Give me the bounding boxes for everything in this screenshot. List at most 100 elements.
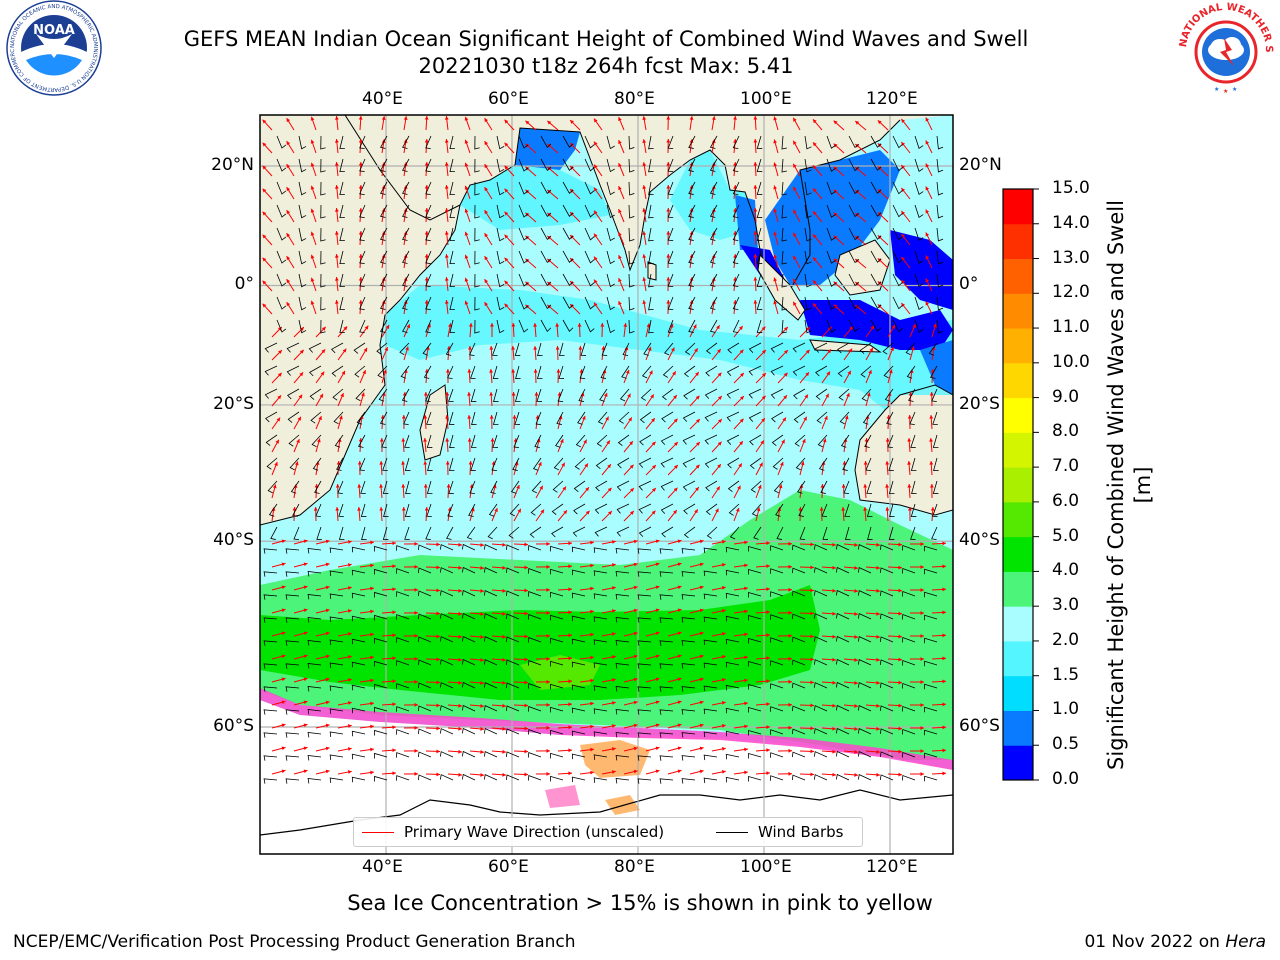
wind-barb <box>540 181 552 195</box>
wave-arrow-head <box>392 541 396 546</box>
wave-arrow-head <box>347 770 352 774</box>
wind-barb <box>584 181 595 195</box>
wave-arrow-head <box>444 139 449 143</box>
wave-arrow-head <box>414 702 418 707</box>
wind-barb <box>381 434 388 449</box>
wind-barb <box>888 457 894 471</box>
wave-arrow-head <box>458 588 462 593</box>
wave-arrow-head <box>524 542 528 547</box>
wave-arrow-head <box>629 441 633 446</box>
wind-barb <box>374 683 388 690</box>
wind-barb <box>532 457 542 471</box>
wave-arrow-head <box>753 185 758 189</box>
wave-arrow-head <box>458 611 462 616</box>
wind-barb <box>536 365 543 379</box>
wave-arrow-head <box>810 726 814 731</box>
wave-arrow-head <box>385 324 390 329</box>
wind-barb <box>562 135 574 148</box>
wind-barb <box>359 273 366 288</box>
colorbar-label-8: 6.0 <box>1052 490 1080 511</box>
wave-arrow-head <box>568 633 572 638</box>
wind-barb <box>396 683 410 689</box>
wind-barb <box>814 342 828 353</box>
wind-barb <box>584 319 595 333</box>
wave-arrow-head <box>275 439 279 444</box>
wind-barb <box>615 617 630 623</box>
wind-barb <box>307 617 322 623</box>
wind-barb <box>879 774 894 781</box>
wind-barb <box>265 411 278 423</box>
wind-barb <box>703 685 718 692</box>
wind-barb <box>748 753 762 759</box>
colorbar-segment-8 <box>1003 467 1033 503</box>
wind-barb <box>924 568 938 575</box>
wave-arrow-head <box>744 724 748 729</box>
wave-arrow-head <box>480 773 484 777</box>
wave-arrow-head <box>618 117 622 122</box>
wind-barb <box>276 250 287 264</box>
wave-arrow-head <box>340 393 344 398</box>
wind-barb <box>474 135 480 150</box>
wave-arrow-head <box>297 416 301 421</box>
wave-arrow-head <box>677 677 682 682</box>
wave-arrow-head <box>436 680 440 685</box>
sri-lanka <box>647 261 657 281</box>
wave-arrow-head <box>761 418 765 423</box>
wind-barb <box>870 158 882 171</box>
wind-barb <box>688 135 696 149</box>
wave-arrow-head <box>303 700 308 705</box>
wave-arrow-head <box>504 280 509 285</box>
wind-barb <box>417 590 432 597</box>
wave-arrow-head <box>467 438 472 442</box>
wave-arrow-head <box>546 772 550 776</box>
wave-arrow-head <box>303 562 308 567</box>
wind-barb <box>648 158 654 173</box>
wave-arrow-head <box>590 540 594 545</box>
wave-arrow-head <box>502 749 506 754</box>
wave-arrow-head <box>733 116 737 120</box>
wind-barb <box>359 227 366 242</box>
wave-arrow-head <box>570 120 574 124</box>
wind-barb <box>879 567 894 574</box>
wind-barb <box>924 637 938 644</box>
wind-barb <box>307 732 322 738</box>
wave-arrow-head <box>618 163 622 168</box>
wind-barb <box>619 388 630 402</box>
wind-barb <box>601 342 608 357</box>
wind-barb <box>439 613 454 620</box>
wave-arrow-head <box>630 511 634 515</box>
wave-arrow-head <box>358 231 363 235</box>
wind-barb <box>709 250 718 264</box>
wave-arrow-head <box>677 562 682 567</box>
wave-arrow-head <box>672 371 676 376</box>
wave-arrow-head <box>876 772 880 777</box>
wave-arrow-head <box>633 723 638 728</box>
wind-barb <box>597 411 608 425</box>
lat-tick-right-3: 40°S <box>959 530 1000 551</box>
wind-barb <box>622 342 630 356</box>
wind-barb <box>462 773 476 781</box>
wave-arrow-head <box>320 371 325 376</box>
wind-barb <box>924 591 938 598</box>
wind-barb <box>562 319 574 332</box>
wind-barb <box>615 594 630 600</box>
wave-arrow-head <box>504 119 509 124</box>
wind-barb <box>732 227 740 241</box>
wave-arrow-head <box>832 657 836 662</box>
wind-barb <box>879 590 894 597</box>
wave-arrow-head <box>753 116 758 120</box>
wind-barb <box>496 181 505 196</box>
wave-arrow-head <box>401 484 406 488</box>
wind-barb <box>683 388 696 400</box>
wind-barb <box>550 591 564 598</box>
wave-arrow-head <box>651 441 656 446</box>
wind-barb <box>374 729 388 736</box>
wind-barb <box>667 273 674 288</box>
wind-barb <box>659 709 674 715</box>
wind-barb <box>286 365 300 376</box>
wind-barb <box>798 503 806 517</box>
wind-barb <box>488 503 498 517</box>
wind-barb <box>857 590 872 597</box>
wave-arrow-head <box>504 257 509 262</box>
wave-arrow-head <box>666 116 671 120</box>
